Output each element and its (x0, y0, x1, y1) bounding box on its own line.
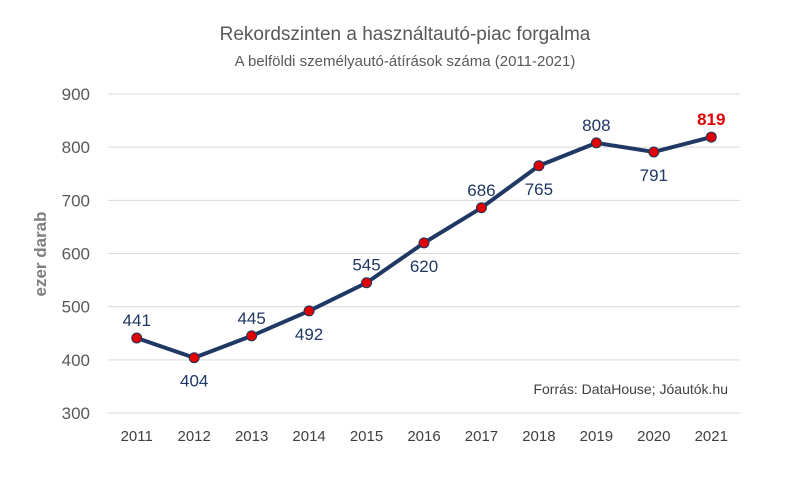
y-tick-label: 300 (62, 404, 90, 423)
data-point (648, 146, 660, 158)
data-label: 492 (295, 325, 323, 344)
data-point (418, 237, 430, 249)
y-axis-label: ezer darab (31, 211, 50, 296)
y-tick-label: 600 (62, 245, 90, 264)
data-label: 545 (352, 256, 380, 275)
data-point (590, 137, 602, 149)
data-point (705, 131, 717, 143)
chart-subtitle: A belföldi személyautó-átírások száma (2… (235, 53, 576, 70)
x-tick-label: 2012 (177, 428, 210, 445)
gridlines (108, 93, 740, 414)
x-tick-label: 2011 (121, 428, 153, 445)
data-label: 441 (123, 311, 151, 330)
x-tick-label: 2019 (580, 428, 613, 445)
x-tick-label: 2017 (465, 428, 498, 445)
y-tick-label: 500 (62, 298, 90, 317)
x-tick-label: 2020 (637, 428, 670, 445)
data-point (475, 202, 487, 214)
y-tick-labels: 300 400 500 600 700 800 900 (62, 85, 90, 423)
x-tick-label: 2015 (350, 428, 383, 445)
data-point (303, 305, 315, 317)
data-label: 808 (582, 116, 610, 135)
data-point (246, 330, 258, 342)
y-tick-label: 900 (62, 85, 90, 104)
data-label: 765 (525, 180, 553, 199)
data-labels: 441 404 445 492 545 620 686 765 808 791 819 (123, 110, 726, 391)
x-tick-label: 2014 (292, 428, 325, 445)
x-tick-label: 2016 (407, 428, 440, 445)
x-tick-labels: 2011 2012 2013 2014 2015 2016 2017 2018 2019 2020… (121, 428, 728, 445)
x-tick-label: 2018 (522, 428, 555, 445)
chart-title: Rekordszinten a használtautó-piac forgal… (220, 24, 591, 45)
y-tick-label: 800 (62, 138, 90, 157)
data-label: 404 (180, 372, 208, 391)
data-point (361, 277, 373, 289)
data-point (533, 160, 545, 172)
data-label: 620 (410, 257, 438, 276)
data-label: 445 (237, 309, 265, 328)
data-label: 791 (640, 166, 668, 185)
data-label: 819 (697, 110, 725, 129)
data-point (188, 352, 200, 364)
series (131, 131, 717, 364)
y-tick-label: 400 (62, 351, 90, 370)
x-tick-label: 2013 (235, 428, 268, 445)
y-tick-label: 700 (62, 191, 90, 210)
source-note: Forrás: DataHouse; Jóautók.hu (533, 381, 728, 397)
data-label: 686 (467, 181, 495, 200)
x-tick-label: 2021 (695, 428, 728, 445)
data-point (131, 332, 143, 344)
